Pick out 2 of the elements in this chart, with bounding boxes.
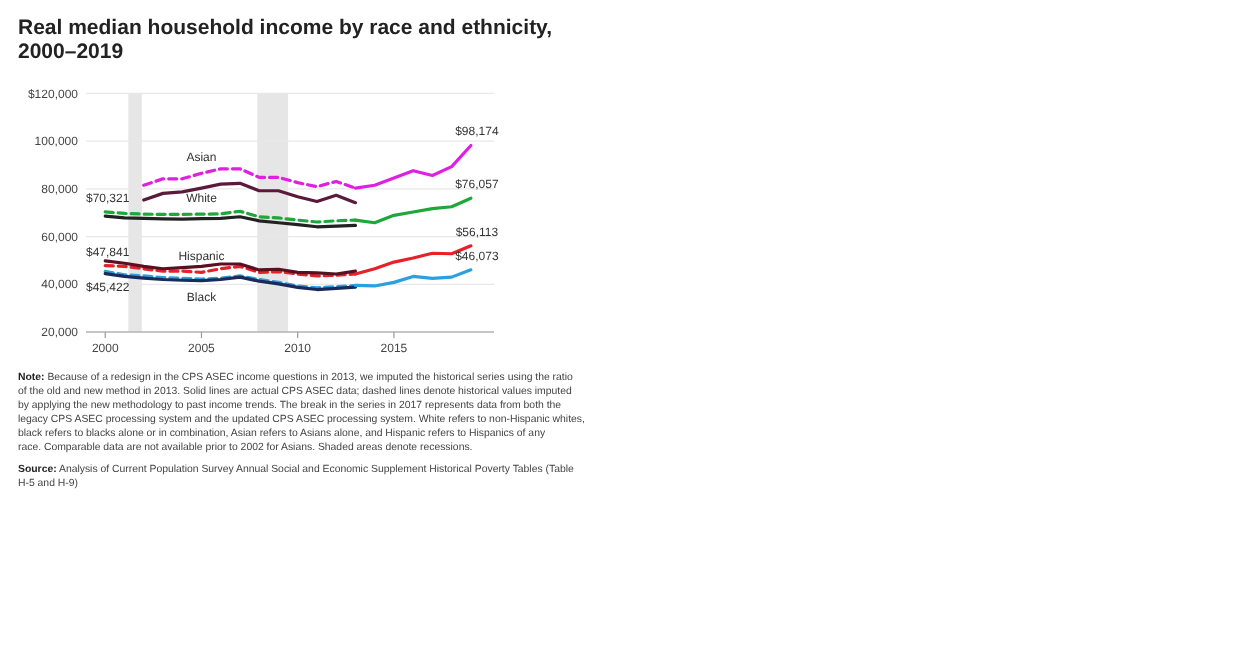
chart-title: Real median household income by race and ethnicity, 2000–2019 [18,16,553,64]
line-series [142,181,358,205]
